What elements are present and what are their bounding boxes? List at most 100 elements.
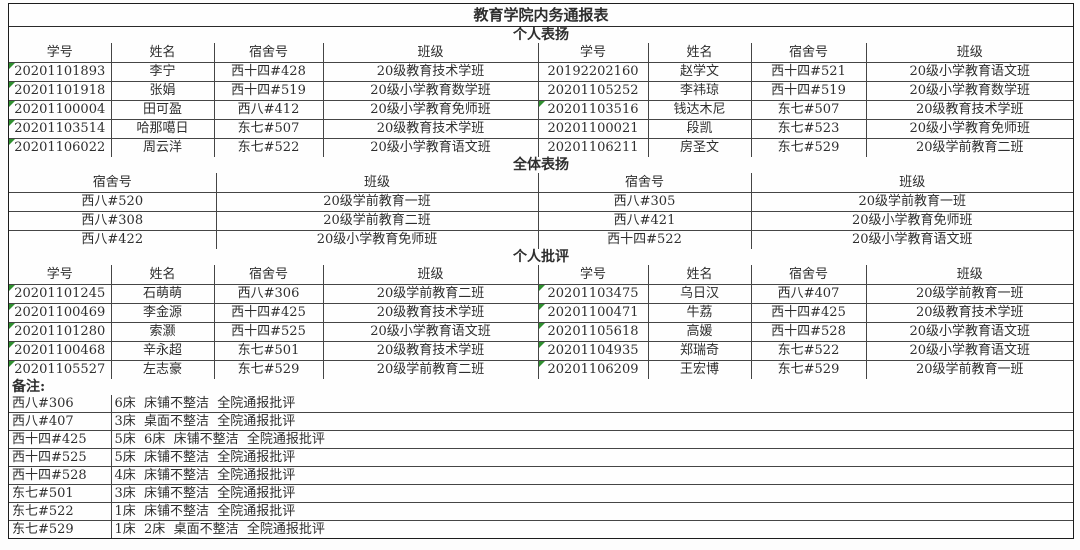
col-header-class: 班级 [865,42,1074,63]
dorm-cell: 东七#523 [750,119,867,139]
name-cell: 王宏博 [647,360,752,380]
remark-cell: 3床 桌面不整洁 全院通报批评 [110,412,1074,431]
dorm-cell: 西十四#519 [750,81,867,101]
dorm-cell: 东七#507 [213,119,324,139]
dorm-cell: 西八#308 [8,211,217,231]
col-header-dorm: 宿舍号 [750,264,867,285]
student-id: 20201101918 [14,83,106,98]
class-cell: 20级教育技术学班 [865,303,1074,323]
dorm-cell: 东七#529 [8,520,112,539]
group-praise-table: 宿舍号 班级 宿舍号 班级 西八#520 20级学前教育一班 西八#305 20… [8,172,1074,250]
col-header-class: 班级 [865,264,1074,285]
student-id-cell: 20201103514 [8,119,112,139]
name-cell: 哈那噶日 [110,119,215,139]
class-cell: 20级小学教育免师班 [322,100,539,120]
section-label-individual-praise: 个人表扬 [513,27,569,43]
name-cell: 李金源 [110,303,215,323]
name-cell: 乌日汉 [647,284,752,304]
class-cell: 20级小学教育免师班 [865,119,1074,139]
class-cell: 20级小学教育数学班 [865,81,1074,101]
student-id: 20201103475 [547,286,639,301]
class-cell: 20级学前教育一班 [865,360,1074,380]
student-id: 20201103514 [14,121,106,136]
remark-cell: 1床 床铺不整洁 全院通报批评 [110,502,1074,521]
class-cell: 20级学前教育一班 [865,284,1074,304]
student-id-cell: 20201101245 [8,284,112,304]
dorm-cell: 东七#529 [750,360,867,380]
col-header-name: 姓名 [110,42,215,63]
table-row: 20201101280 索灏 西十四#525 20级小学教育语文班 202011… [8,322,1074,342]
col-header-student-id: 学号 [8,42,112,63]
green-triangle-icon [10,285,15,291]
col-header-dorm: 宿舍号 [537,172,752,193]
class-cell: 20级小学教育语文班 [865,322,1074,342]
col-header-class: 班级 [322,42,539,63]
table-row: 20201101245 石萌萌 西八#306 20级学前教育二班 2020110… [8,284,1074,304]
class-cell: 20级小学教育语文班 [322,322,539,342]
student-id-cell: 20201105618 [537,322,649,342]
name-cell: 李祎琼 [647,81,752,101]
class-cell: 20级教育技术学班 [322,62,539,82]
green-triangle-icon [10,323,15,329]
student-id-cell: 20201106211 [537,138,649,158]
dorm-cell: 西十四#425 [8,430,112,449]
dorm-cell: 西十四#528 [8,466,112,485]
green-triangle-icon [539,304,545,310]
remark-cell: 4床 床铺不整洁 全院通报批评 [110,466,1074,485]
green-triangle-icon [10,342,15,348]
green-triangle-icon [10,361,15,367]
student-id: 20201100468 [14,343,106,358]
green-triangle-icon [10,139,15,145]
class-cell: 20级学前教育二班 [322,284,539,304]
table-row: 20201100469 李金源 西十四#425 20级教育技术学班 202011… [8,303,1074,323]
remark-cell: 5床 6床 床铺不整洁 全院通报批评 [110,430,1074,449]
class-cell: 20级小学教育语文班 [865,62,1074,82]
green-triangle-icon [10,82,15,88]
class-cell: 20级学前教育二班 [215,211,539,231]
green-triangle-icon [10,63,15,69]
remark-cell: 3床 床铺不整洁 全院通报批评 [110,484,1074,503]
student-id-cell: 20201101280 [8,322,112,342]
individual-criticism-table: 学号 姓名 宿舍号 班级 学号 姓名 宿舍号 班级 20201101245 石萌… [8,264,1074,380]
student-id: 20201104935 [547,343,639,358]
dorm-cell: 西十四#428 [213,62,324,82]
student-id: 20201105527 [14,362,106,377]
class-cell: 20级小学教育语文班 [750,230,1074,250]
student-id-cell: 20201101893 [8,62,112,82]
table-row: 西八#422 20级小学教育免师班 西十四#522 20级小学教育语文班 [8,230,1074,250]
table-row: 20201103514 哈那噶日 东七#507 20级教育技术学班 202011… [8,119,1074,139]
col-header-student-id: 学号 [8,264,112,285]
dorm-cell: 东七#501 [213,341,324,361]
section-label-group-praise: 全体表扬 [513,157,569,173]
table-row: 西十四#425 5床 6床 床铺不整洁 全院通报批评 [8,430,1074,449]
table-row: 西八#306 6床 床铺不整洁 全院通报批评 [8,394,1074,413]
dorm-cell: 东七#522 [213,138,324,158]
dorm-cell: 西十四#525 [213,322,324,342]
col-header-dorm: 宿舍号 [213,264,324,285]
name-cell: 田可盈 [110,100,215,120]
name-cell: 赵学文 [647,62,752,82]
class-cell: 20级小学教育免师班 [215,230,539,250]
table-row: 西八#520 20级学前教育一班 西八#305 20级学前教育一班 [8,192,1074,212]
dorm-cell: 西八#407 [8,412,112,431]
col-header-name: 姓名 [110,264,215,285]
table-row: 东七#501 3床 床铺不整洁 全院通报批评 [8,484,1074,503]
class-cell: 20级小学教育语文班 [865,341,1074,361]
class-cell: 20级小学教育免师班 [750,211,1074,231]
name-cell: 索灏 [110,322,215,342]
table-row: 西十四#528 4床 床铺不整洁 全院通报批评 [8,466,1074,485]
student-id-cell: 20201105527 [8,360,112,380]
dorm-cell: 西八#305 [537,192,752,212]
student-id: 20201100469 [14,305,106,320]
page-title: 教育学院内务通报表 [9,4,1073,27]
table-row: 20201106022 周云洋 东七#522 20级小学教育语文班 202011… [8,138,1074,158]
name-cell: 周云洋 [110,138,215,158]
student-id: 20201101893 [14,64,106,79]
header-row: 学号 姓名 宿舍号 班级 学号 姓名 宿舍号 班级 [8,42,1074,63]
green-triangle-icon [539,101,545,107]
name-cell: 左志豪 [110,360,215,380]
col-header-student-id: 学号 [537,264,649,285]
class-cell: 20级学前教育一班 [215,192,539,212]
col-header-class: 班级 [215,172,539,193]
name-cell: 石萌萌 [110,284,215,304]
